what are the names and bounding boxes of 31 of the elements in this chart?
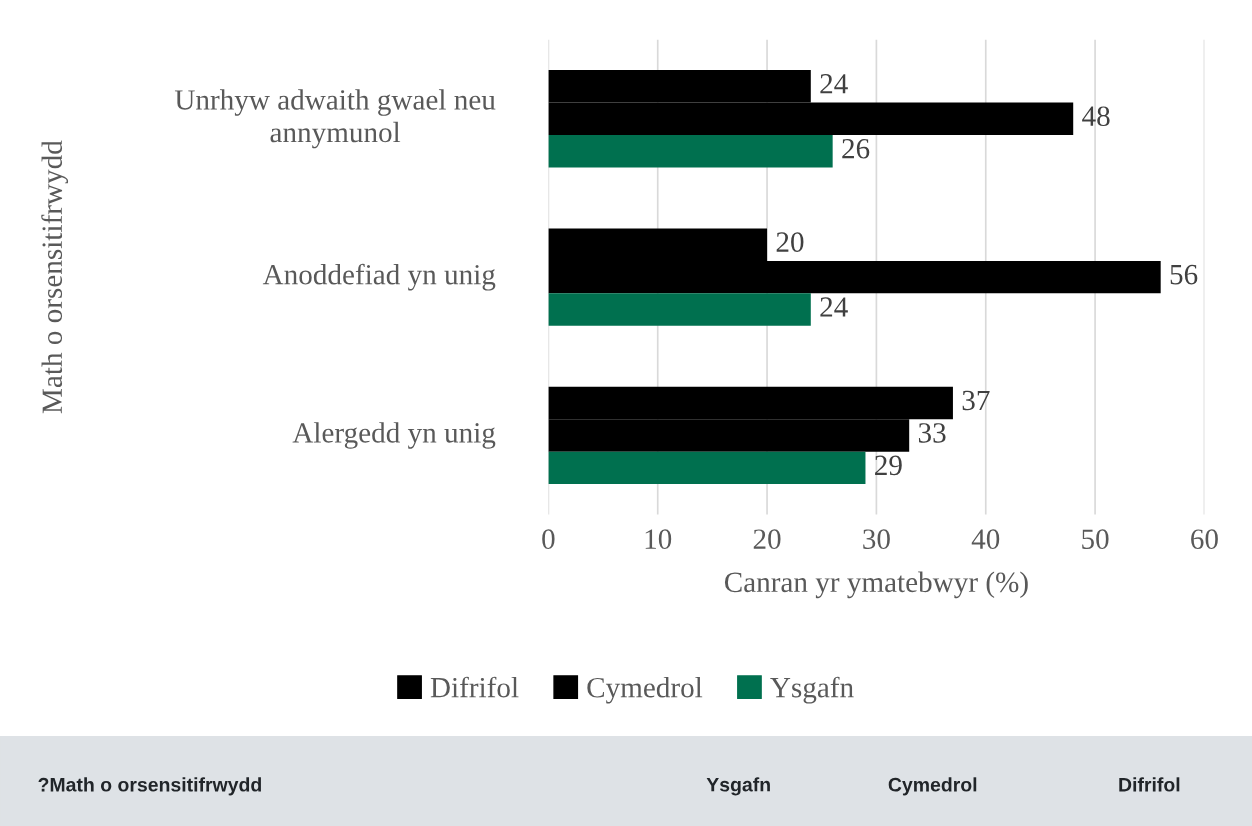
y-tick-label: Unrhyw adwaith gwael neu annymunol — [174, 89, 496, 149]
data-label: 20 — [776, 232, 804, 252]
text: Ysgafn — [706, 777, 770, 796]
legend-label: Difrifol — [430, 676, 519, 698]
data-label: 24 — [820, 74, 848, 94]
x-tick-label: 30 — [863, 529, 890, 550]
data-label: 56 — [1170, 264, 1198, 285]
legend-label: Cymedrol — [587, 676, 703, 704]
x-tick-label: 20 — [753, 529, 781, 550]
y-tick-label: Alergedd yn unig — [292, 422, 496, 449]
data-label: 26 — [842, 138, 870, 159]
x-tick-label: 60 — [1191, 529, 1218, 550]
bar — [548, 451, 866, 485]
text: Cymedrol — [888, 777, 977, 796]
data-label: 33 — [918, 423, 946, 443]
bar — [548, 135, 833, 168]
bar — [548, 293, 811, 326]
text: ?Math o orsensitifrwydd — [38, 777, 261, 796]
x-axis-title: Canran yr ymatebwyr (%) — [724, 571, 1028, 599]
y-tick-label: Anoddefiad yn unig — [262, 263, 496, 291]
data-label: 24 — [820, 297, 848, 317]
data-label: 48 — [1082, 106, 1110, 127]
x-tick-label: 10 — [645, 529, 672, 550]
text: Difrifol — [1119, 777, 1180, 792]
y-axis-title: Math o orsensitifrwydd — [41, 140, 69, 414]
data-label: 37 — [962, 390, 990, 411]
x-tick-label: 0 — [542, 529, 555, 550]
legend-label: Ysgafn — [770, 676, 854, 704]
x-tick-label: 50 — [1082, 529, 1109, 550]
data-label: 29 — [875, 455, 902, 476]
x-tick-label: 40 — [971, 529, 1000, 550]
